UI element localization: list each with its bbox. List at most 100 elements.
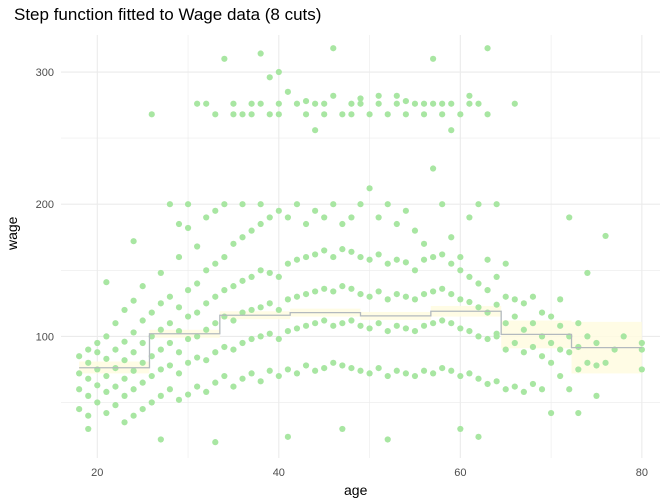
scatter-point <box>493 333 500 340</box>
scatter-point <box>330 288 337 295</box>
scatter-point <box>248 370 255 377</box>
scatter-point <box>103 333 110 340</box>
scatter-point <box>275 306 282 314</box>
scatter-point <box>284 260 291 267</box>
scatter-point <box>575 366 582 373</box>
scatter-point <box>520 326 527 333</box>
scatter-point <box>85 346 92 353</box>
scatter-point <box>266 74 273 81</box>
scatter-point <box>375 214 382 221</box>
scatter-point <box>212 320 219 327</box>
y-tick-label: 200 <box>36 199 54 211</box>
scatter-point <box>321 317 328 324</box>
scatter-point <box>284 88 291 95</box>
scatter-point <box>230 317 237 324</box>
scatter-point <box>266 111 273 118</box>
scatter-point <box>638 366 645 373</box>
scatter-point <box>402 97 409 105</box>
scatter-point <box>121 392 128 399</box>
scatter-point <box>203 300 210 307</box>
scatter-point <box>130 297 137 304</box>
scatter-point <box>257 201 264 208</box>
scatter-point <box>357 100 364 107</box>
scatter-point <box>348 214 355 221</box>
scatter-point <box>293 325 301 332</box>
scatter-point <box>566 386 573 393</box>
scatter-point <box>112 346 119 353</box>
scatter-point <box>439 285 446 292</box>
scatter-point <box>130 412 137 419</box>
scatter-point <box>257 333 264 340</box>
scatter-point <box>257 378 264 385</box>
scatter-point <box>302 290 310 298</box>
scatter-point <box>348 317 355 324</box>
scatter-point <box>384 296 391 303</box>
scatter-point <box>103 355 110 362</box>
scatter-point <box>130 386 137 393</box>
scatter-point <box>402 370 409 377</box>
scatter-point <box>348 248 355 255</box>
scatter-point <box>402 111 409 118</box>
scatter-point <box>139 359 146 366</box>
scatter-point <box>538 386 546 393</box>
scatter-point <box>112 402 119 409</box>
scatter-point <box>466 92 473 99</box>
scatter-point <box>529 380 537 388</box>
y-tick-label: 300 <box>36 67 54 79</box>
scatter-point <box>293 293 301 300</box>
scatter-point <box>547 359 555 366</box>
scatter-point <box>511 100 518 107</box>
scatter-point <box>457 325 464 332</box>
scatter-point <box>157 269 164 277</box>
scatter-point <box>103 372 110 380</box>
scatter-point <box>575 320 582 327</box>
scatter-point <box>393 100 400 107</box>
scatter-point <box>284 296 291 303</box>
scatter-point <box>230 240 237 247</box>
x-tick-label: 80 <box>636 467 648 479</box>
scatter-point <box>457 253 464 261</box>
y-tick-label: 100 <box>36 331 54 343</box>
scatter-point <box>393 290 400 298</box>
scatter-point <box>339 320 346 327</box>
scatter-point <box>139 339 146 347</box>
scatter-point <box>466 328 473 335</box>
scatter-point <box>166 362 174 369</box>
scatter-point <box>112 320 119 327</box>
scatter-point <box>157 366 164 373</box>
scatter-point <box>312 367 319 374</box>
scatter-point <box>402 293 409 300</box>
x-tick-label: 20 <box>91 467 103 479</box>
scatter-point <box>330 45 337 52</box>
scatter-point <box>94 339 101 347</box>
scatter-point <box>212 293 219 300</box>
scatter-point <box>194 100 201 107</box>
scatter-point <box>112 383 119 390</box>
scatter-point <box>239 201 246 208</box>
scatter-point <box>203 388 210 396</box>
scatter-point <box>357 95 364 102</box>
scatter-point <box>529 343 537 351</box>
scatter-point <box>420 100 428 107</box>
scatter-point <box>275 68 282 76</box>
scatter-point <box>175 253 183 261</box>
scatter-point <box>593 392 600 399</box>
scatter-point <box>275 111 282 118</box>
scatter-point <box>121 306 128 314</box>
scatter-point <box>457 111 464 118</box>
scatter-point <box>194 333 201 340</box>
scatter-point <box>547 409 555 417</box>
scatter-point <box>321 247 328 254</box>
scatter-point <box>239 375 246 382</box>
scatter-point <box>230 346 237 353</box>
scatter-point <box>457 372 464 380</box>
scatter-point <box>239 277 246 284</box>
scatter-point <box>375 251 382 258</box>
scatter-point <box>575 409 582 417</box>
scatter-point <box>184 335 192 343</box>
scatter-point <box>493 301 500 308</box>
scatter-point <box>538 353 546 360</box>
scatter-point <box>511 339 518 347</box>
scatter-point <box>575 343 582 351</box>
scatter-point <box>393 367 400 374</box>
